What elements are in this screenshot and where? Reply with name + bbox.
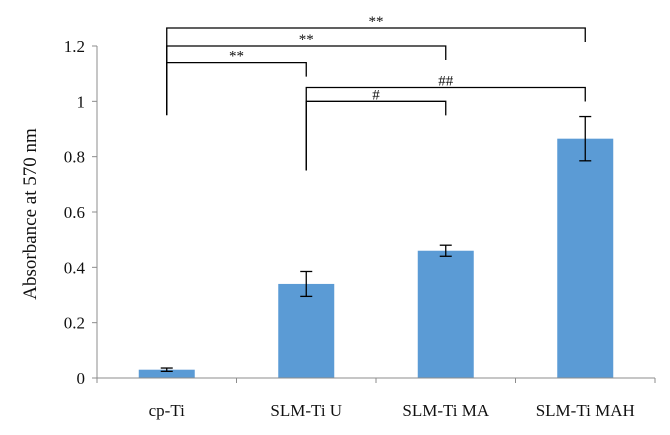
y-tick-labels: 0 0.2 0.4 0.6 0.8 1 1.2 xyxy=(64,37,86,388)
significance-label: ** xyxy=(299,32,314,48)
significance-label: ## xyxy=(438,74,454,90)
y-axis-title: Absorbance at 570 nm xyxy=(20,128,41,300)
bars xyxy=(138,138,614,378)
significance-bracket: ** xyxy=(166,49,307,116)
y-tick-label: 0.6 xyxy=(64,203,85,222)
bar-slm-ti-mah xyxy=(557,138,614,378)
category-labels: cp-Ti SLM-Ti U SLM-Ti MA SLM-Ti MAH xyxy=(149,401,635,420)
y-tick-label: 0 xyxy=(77,369,86,388)
significance-label: ** xyxy=(369,14,384,30)
bar-slm-ti-ma xyxy=(417,250,474,378)
bar-slm-ti-u xyxy=(278,283,335,378)
significance-label: # xyxy=(372,87,380,103)
y-tick-label: 0.4 xyxy=(64,258,86,277)
axes xyxy=(92,45,656,383)
bracket-line xyxy=(305,86,586,171)
bar-cp-ti xyxy=(138,369,195,378)
x-category-label: SLM-Ti MAH xyxy=(536,401,635,420)
bracket-line xyxy=(305,100,447,171)
x-category-label: SLM-Ti MA xyxy=(402,401,489,420)
significance-label: ** xyxy=(229,49,244,65)
significance-brackets: ******### xyxy=(166,14,586,171)
y-tick-label: 0.2 xyxy=(64,314,85,333)
bracket-line xyxy=(166,61,307,116)
significance-bracket: ## xyxy=(305,74,586,171)
x-category-label: cp-Ti xyxy=(149,401,185,420)
x-category-label: SLM-Ti U xyxy=(270,401,342,420)
y-tick-label: 1 xyxy=(77,92,86,111)
error-bars xyxy=(160,115,592,373)
y-tick-label: 0.8 xyxy=(64,148,85,167)
significance-bracket: # xyxy=(305,87,447,171)
y-tick-label: 1.2 xyxy=(64,37,85,56)
